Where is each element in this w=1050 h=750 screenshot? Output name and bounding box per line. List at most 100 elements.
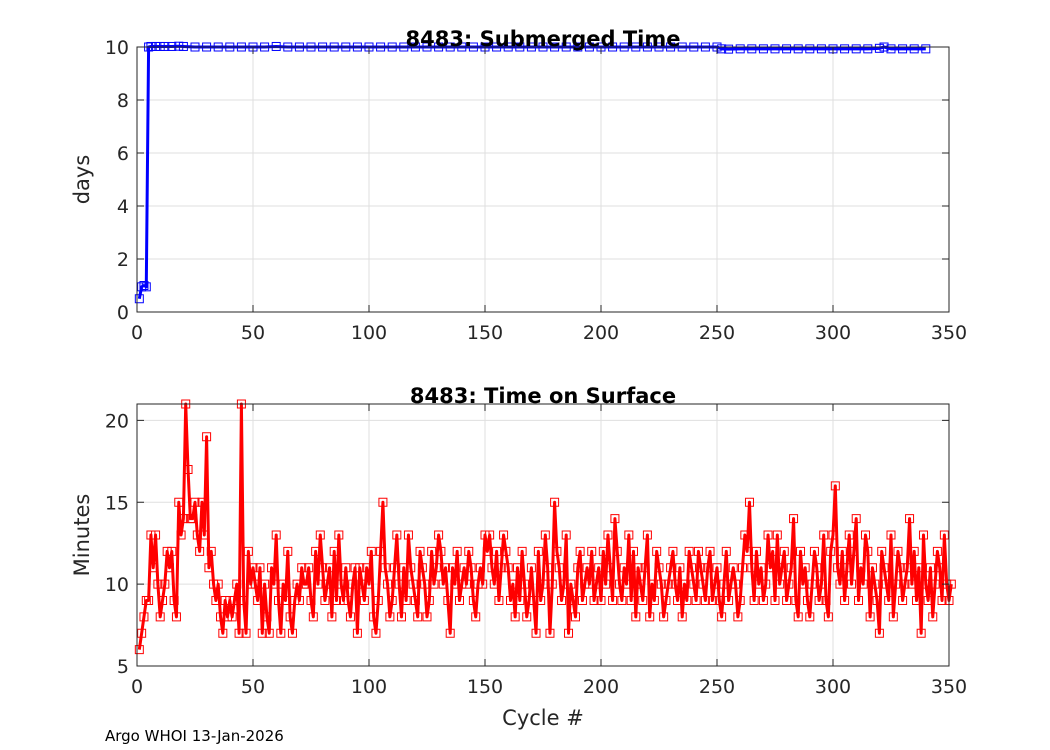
y-tick-label: 20 bbox=[105, 410, 129, 432]
data-point-marker bbox=[670, 579, 680, 589]
data-point-marker bbox=[686, 563, 696, 573]
data-point-marker bbox=[589, 596, 599, 605]
data-point-marker bbox=[308, 612, 318, 622]
x-axis-label: Cycle # bbox=[502, 706, 584, 730]
data-point-marker bbox=[413, 612, 423, 622]
data-point-marker bbox=[735, 596, 745, 605]
x-tick-label: 350 bbox=[931, 676, 967, 698]
data-point-marker bbox=[408, 579, 418, 589]
data-point-marker bbox=[689, 579, 699, 589]
data-point-marker bbox=[816, 44, 826, 54]
data-point-marker bbox=[276, 628, 286, 638]
data-point-marker bbox=[227, 612, 237, 622]
data-point-marker bbox=[877, 546, 887, 556]
data-point-marker bbox=[313, 579, 323, 589]
data-point-marker bbox=[512, 563, 522, 573]
data-point-marker bbox=[146, 41, 156, 51]
data-point-marker bbox=[847, 579, 857, 589]
data-point-marker bbox=[492, 546, 502, 556]
data-point-marker bbox=[874, 43, 884, 53]
data-point-marker bbox=[775, 579, 785, 589]
y-tick-label: 5 bbox=[117, 656, 129, 678]
data-point-marker bbox=[338, 596, 348, 605]
data-point-marker bbox=[158, 596, 168, 605]
data-point-marker bbox=[935, 563, 945, 573]
data-point-marker bbox=[573, 563, 583, 573]
data-point-marker bbox=[765, 563, 775, 573]
data-point-marker bbox=[536, 596, 546, 605]
data-point-marker bbox=[343, 596, 353, 605]
data-point-marker bbox=[325, 563, 335, 573]
data-point-marker bbox=[570, 612, 580, 622]
data-point-marker bbox=[480, 530, 490, 540]
data-point-marker bbox=[726, 579, 736, 589]
data-point-marker bbox=[744, 497, 754, 507]
data-point-marker bbox=[487, 563, 497, 573]
data-point-marker bbox=[188, 514, 198, 524]
data-point-marker bbox=[819, 530, 829, 540]
data-point-marker bbox=[269, 579, 279, 589]
data-point-marker bbox=[675, 563, 685, 573]
data-point-marker bbox=[628, 546, 638, 556]
data-point-marker bbox=[134, 294, 144, 304]
data-point-marker bbox=[137, 282, 147, 292]
data-point-marker bbox=[445, 628, 455, 638]
data-point-marker bbox=[798, 579, 808, 589]
data-point-marker bbox=[334, 530, 344, 540]
data-point-marker bbox=[577, 596, 587, 605]
data-point-marker bbox=[751, 546, 761, 556]
data-point-marker bbox=[673, 596, 683, 605]
data-point-marker bbox=[176, 530, 186, 540]
data-point-marker bbox=[274, 596, 284, 605]
data-point-marker bbox=[422, 612, 432, 622]
data-point-marker bbox=[543, 563, 553, 573]
data-point-marker bbox=[626, 596, 636, 605]
data-point-marker bbox=[387, 596, 397, 605]
data-point-marker bbox=[220, 596, 230, 605]
data-point-marker bbox=[756, 563, 766, 573]
y-tick-label: 4 bbox=[117, 196, 129, 218]
submerged-time-chart: 0 50 100 150 200 250 300 350 0 2 4 6 8 10 8483: Submer… bbox=[70, 27, 967, 344]
data-point-marker bbox=[591, 579, 601, 589]
data-point-marker bbox=[605, 563, 615, 573]
data-point-marker bbox=[229, 596, 239, 605]
data-point-marker bbox=[710, 579, 720, 589]
data-point-marker bbox=[842, 563, 852, 573]
axes-frame bbox=[136, 403, 950, 667]
axes-frame bbox=[136, 46, 950, 313]
data-point-marker bbox=[174, 497, 184, 507]
data-point-marker bbox=[802, 596, 812, 605]
data-point-marker bbox=[867, 563, 877, 573]
data-point-marker bbox=[264, 628, 274, 638]
y-axis-label: Minutes bbox=[70, 494, 94, 577]
data-point-marker bbox=[858, 579, 868, 589]
data-point-marker bbox=[635, 579, 645, 589]
data-point-marker bbox=[162, 546, 172, 556]
data-point-marker bbox=[206, 546, 216, 556]
data-point-marker bbox=[758, 44, 768, 54]
data-point-marker bbox=[294, 596, 304, 605]
data-point-marker bbox=[893, 546, 903, 556]
data-point-marker bbox=[146, 530, 156, 540]
data-point-marker bbox=[770, 44, 780, 54]
data-point-marker bbox=[754, 579, 764, 589]
data-point-marker bbox=[369, 612, 379, 622]
data-point-marker bbox=[554, 563, 564, 573]
data-point-marker bbox=[666, 563, 676, 573]
data-point-marker bbox=[656, 579, 666, 589]
data-point-marker bbox=[587, 546, 597, 556]
data-point-marker bbox=[714, 596, 724, 605]
data-point-marker bbox=[914, 563, 924, 573]
data-point-marker bbox=[167, 41, 177, 51]
data-point-marker bbox=[357, 579, 367, 589]
data-point-marker bbox=[895, 563, 905, 573]
data-point-marker bbox=[204, 563, 214, 573]
data-point-marker bbox=[478, 579, 488, 589]
x-tick-label: 50 bbox=[241, 676, 265, 698]
data-point-marker bbox=[431, 563, 441, 573]
y-axis-label: days bbox=[70, 155, 94, 205]
x-tick-label: 200 bbox=[583, 322, 619, 344]
data-point-marker bbox=[417, 563, 427, 573]
data-point-marker bbox=[872, 596, 882, 605]
data-point-marker bbox=[385, 612, 395, 622]
